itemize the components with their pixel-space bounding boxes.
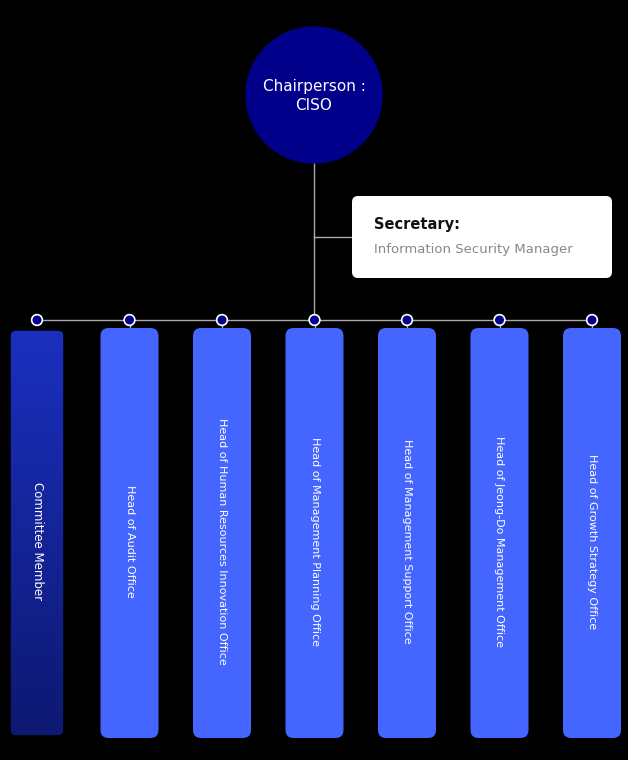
Bar [8,485,66,492]
Bar [8,471,66,479]
Text: Head of Growth Strategy Office: Head of Growth Strategy Office [587,454,597,629]
Bar [8,519,66,527]
Bar [8,389,66,397]
Bar [8,670,66,677]
Bar [8,717,66,725]
FancyBboxPatch shape [563,328,621,738]
Bar [8,328,66,335]
Text: CISO: CISO [296,99,332,113]
Bar [8,403,66,410]
Bar [8,430,66,438]
Bar [8,615,66,622]
Bar [8,731,66,739]
Bar [8,356,66,363]
Text: Head of Jeong-Do Management Office: Head of Jeong-Do Management Office [494,435,504,647]
Bar [8,499,66,506]
Bar [8,444,66,451]
Circle shape [495,316,503,324]
Bar [8,369,66,376]
Bar [8,512,66,520]
Bar [8,553,66,561]
Circle shape [588,316,596,324]
Bar [8,451,66,458]
Circle shape [311,316,318,324]
Circle shape [494,315,505,325]
Bar [8,690,66,698]
Text: Secretary:: Secretary: [374,217,460,233]
Bar [8,492,66,499]
Bar [8,396,66,404]
Circle shape [218,316,226,324]
Circle shape [33,316,41,324]
Bar [8,711,66,718]
FancyBboxPatch shape [378,328,436,738]
Bar [8,363,66,369]
Bar [8,458,66,465]
Circle shape [124,315,135,325]
Bar [8,505,66,513]
Bar [8,349,66,356]
Circle shape [403,316,411,324]
Text: Head of Management Support Office: Head of Management Support Office [402,439,412,644]
Bar [8,724,66,732]
Bar [8,437,66,445]
Bar [8,676,66,684]
Text: Head of Management Planning Office: Head of Management Planning Office [310,437,320,646]
FancyBboxPatch shape [470,328,529,738]
Circle shape [31,315,43,325]
Text: Information Security Manager: Information Security Manager [374,242,573,255]
Bar [8,478,66,486]
Bar [8,464,66,472]
Bar [8,587,66,595]
Bar [8,704,66,711]
Bar [8,416,66,424]
Bar [8,608,66,616]
Bar [8,560,66,568]
Bar [8,663,66,670]
Bar [8,594,66,602]
Bar [8,342,66,349]
Circle shape [401,315,413,325]
Bar [8,649,66,657]
Bar [8,683,66,691]
Bar [8,383,66,390]
Bar [8,423,66,431]
FancyBboxPatch shape [193,328,251,738]
Text: Chairperson :: Chairperson : [263,78,365,93]
Text: Committee Member: Committee Member [31,482,43,600]
Bar [8,376,66,383]
Text: Head of Audit Office: Head of Audit Office [124,485,134,597]
Bar [8,574,66,581]
Bar [8,526,66,534]
Bar [8,533,66,540]
FancyBboxPatch shape [352,196,612,278]
Bar [8,410,66,417]
Circle shape [587,315,597,325]
Bar [8,635,66,643]
Bar [8,546,66,554]
FancyBboxPatch shape [286,328,344,738]
Bar [8,629,66,636]
Circle shape [309,315,320,325]
Bar [8,335,66,342]
Bar [8,656,66,663]
Circle shape [126,316,133,324]
Bar [8,697,66,705]
Text: Head of Human Resources Innovation Office: Head of Human Resources Innovation Offic… [217,418,227,664]
Bar [8,540,66,547]
Circle shape [217,315,227,325]
Bar [8,567,66,575]
Bar [8,581,66,588]
Circle shape [246,27,382,163]
Bar [8,622,66,629]
Bar [8,642,66,650]
FancyBboxPatch shape [100,328,158,738]
Bar [8,601,66,609]
